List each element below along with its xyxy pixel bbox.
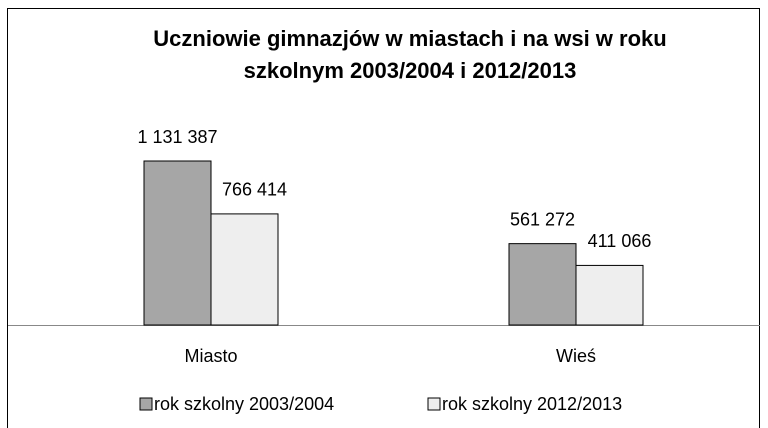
bar [210, 213, 279, 326]
data-label: 561 272 [510, 209, 575, 229]
legend-label: rok szkolny 2012/2013 [442, 394, 622, 414]
bar [143, 160, 212, 326]
legend-swatch [139, 397, 153, 411]
data-label: 411 066 [588, 231, 652, 251]
chart-title: Uczniowie gimnazjów w miastach i na wsi … [153, 26, 666, 51]
legend-label: rok szkolny 2003/2004 [154, 394, 334, 414]
data-label: 766 414 [222, 180, 287, 200]
bar [508, 243, 577, 326]
x-tick-label: Wieś [556, 346, 596, 366]
data-label: 1 131 387 [137, 127, 217, 147]
chart-title: szkolnym 2003/2004 i 2012/2013 [244, 58, 577, 83]
legend-swatch [427, 397, 441, 411]
bar [575, 264, 644, 326]
x-tick-label: Miasto [184, 346, 237, 366]
chart-frame [7, 8, 760, 428]
